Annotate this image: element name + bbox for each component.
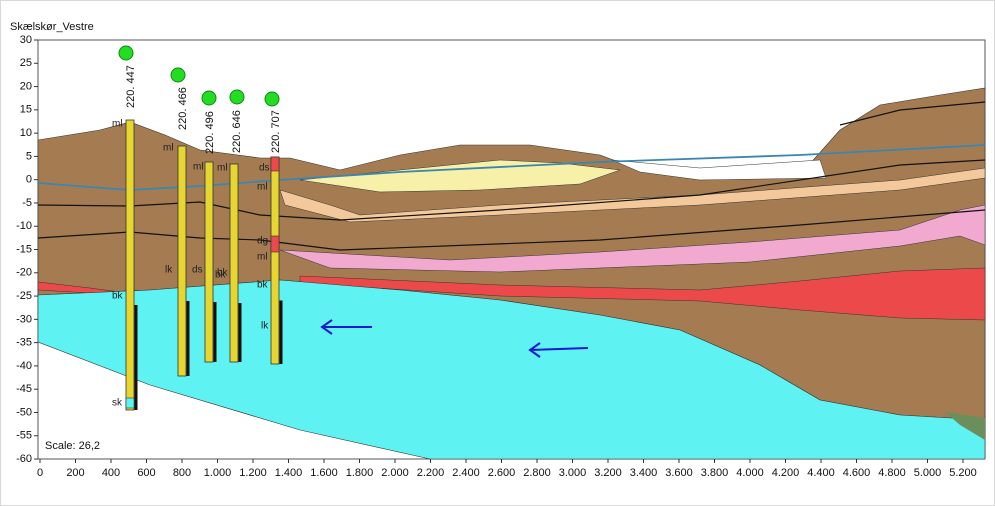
x-tick-label: 4.400 (807, 467, 835, 479)
borehole-column (271, 157, 279, 364)
x-tick-label: 3.000 (559, 467, 587, 479)
x-tick-label: 4.000 (736, 467, 764, 479)
x-tick-label: 1.200 (239, 467, 267, 479)
y-tick-label: -60 (16, 453, 32, 465)
y-tick-label: -55 (16, 430, 32, 442)
layer-label: bk (257, 280, 269, 291)
borehole-segment (271, 236, 279, 252)
x-tick-label: 800 (173, 467, 191, 479)
y-tick-label: 0 (26, 174, 32, 186)
x-tick-label: 2.800 (523, 467, 551, 479)
x-tick-label: 2.000 (381, 467, 409, 479)
y-tick-label: 20 (20, 80, 32, 92)
x-tick-label: 1.800 (346, 467, 374, 479)
well-marker (265, 92, 279, 106)
y-tick-label: -40 (16, 360, 32, 372)
layer-label: dg (257, 236, 268, 247)
y-tick-label: 5 (26, 150, 32, 162)
x-tick-label: 5.000 (914, 467, 942, 479)
x-tick-label: 1.600 (310, 467, 338, 479)
layer-label: lk (165, 265, 173, 276)
y-tick-label: -30 (16, 313, 32, 325)
borehole-segment (271, 157, 279, 171)
x-tick-label: 2.200 (417, 467, 445, 479)
x-tick-label: 4.800 (878, 467, 906, 479)
y-tick-label: -20 (16, 267, 32, 279)
x-tick-label: 1.400 (275, 467, 303, 479)
borehole-column (205, 162, 213, 362)
borehole-id: 220. 466 (177, 87, 189, 130)
borehole-id: 220. 646 (231, 110, 243, 153)
borehole-column (230, 164, 238, 362)
x-tick-label: 4.600 (843, 467, 871, 479)
well-marker (230, 90, 244, 104)
layer-label: bk (217, 268, 229, 279)
layer-label: ml (257, 252, 268, 263)
y-tick-label: -10 (16, 220, 32, 232)
x-tick-label: 3.200 (594, 467, 622, 479)
y-tick-label: -15 (16, 243, 32, 255)
layer-label: ml (257, 182, 268, 193)
x-tick-label: 5.200 (949, 467, 977, 479)
y-tick-label: -35 (16, 337, 32, 349)
x-tick-label: 3.400 (630, 467, 658, 479)
y-tick-label: -25 (16, 290, 32, 302)
x-tick-label: 4.200 (772, 467, 800, 479)
y-tick-label: 10 (20, 127, 32, 139)
y-tick-label: 15 (20, 104, 32, 116)
layer-label: ds (192, 265, 203, 276)
borehole-column (178, 146, 186, 376)
x-tick-label: 600 (137, 467, 155, 479)
layer-label: ds (259, 163, 270, 174)
y-tick-label: 30 (20, 34, 32, 46)
layer-label: ml (193, 162, 204, 173)
y-tick-label: -5 (22, 197, 32, 209)
y-tick-label: -50 (16, 406, 32, 418)
cross-section: Skælskør_Vestre 220. 447mlbksk220. 466ml… (0, 0, 995, 506)
borehole-id: 220. 447 (125, 65, 137, 108)
x-tick-label: 1.000 (204, 467, 232, 479)
layer-label: ml (217, 163, 228, 174)
layer-label: ml (163, 143, 174, 154)
y-tick-label: -45 (16, 383, 32, 395)
x-tick-label: 2.600 (488, 467, 516, 479)
x-tick-label: 3.800 (701, 467, 729, 479)
x-tick-label: 200 (66, 467, 84, 479)
well-marker (171, 68, 185, 82)
layer-label: lk (261, 321, 269, 332)
well-marker (202, 91, 216, 105)
borehole-id: 220. 707 (270, 110, 282, 153)
layer-label: bk (112, 291, 124, 302)
layer-label: sk (112, 398, 123, 409)
borehole-id: 220. 496 (204, 111, 216, 154)
x-tick-label: 400 (102, 467, 120, 479)
x-tick-label: 2.400 (452, 467, 480, 479)
borehole-segment (126, 398, 134, 408)
y-tick-label: 25 (20, 57, 32, 69)
well-marker (119, 46, 133, 60)
x-tick-label: 3.600 (665, 467, 693, 479)
layer-label: ml (112, 119, 123, 130)
title: Skælskør_Vestre (10, 21, 94, 33)
x-tick-label: 0 (37, 467, 43, 479)
scale-label: Scale: 26,2 (45, 440, 100, 452)
borehole-column (126, 120, 134, 410)
